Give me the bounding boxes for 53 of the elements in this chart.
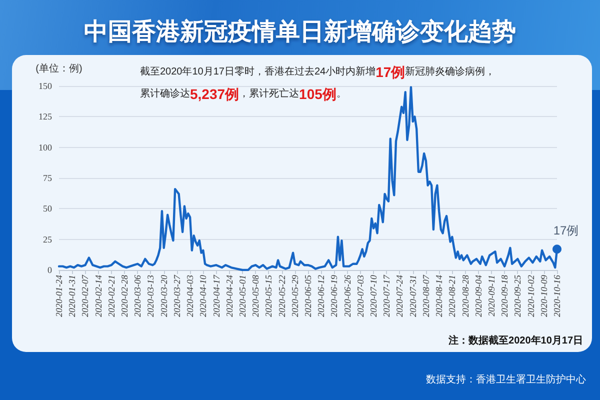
x-tick-label: 2020-02-14 [93,274,104,317]
x-tick-label: 2020-05-22 [276,274,287,317]
x-tick-label: 2020-01-31 [67,275,78,317]
x-tick-label: 2020-03-27 [172,274,182,317]
x-tick-label: 2020-01-24 [54,274,64,317]
text: 数据支持：香港卫生署卫生防护中心 [426,374,586,386]
x-tick-label: 2020-03-06 [132,274,143,317]
x-tick-label: 2020-08-14 [434,274,444,317]
x-tick-label: 2020-10-09 [538,274,549,317]
x-tick-label: 2020-03-13 [146,274,156,317]
y-tick-label: 50 [43,204,52,214]
x-tick-label: 2020-04-10 [198,274,208,317]
text: 注：数据截至2020年10月17日 [448,334,584,346]
x-tick-label: 2020-07-17 [382,274,392,317]
x-tick-label: 2020-09-25 [512,274,523,317]
x-tick-label: 2020-02-21 [106,275,116,317]
x-tick-label: 2020-06-12 [316,274,326,317]
x-tick-label: 2020-09-11 [486,275,496,316]
x-tick-label: 2020-04-24 [224,274,234,317]
y-axis-title: (单位：例) [36,62,82,74]
annotation: 累计确诊达5,237例，累计死亡达105例。 [140,86,346,102]
x-tick-label: 2020-02-07 [80,274,90,317]
x-tick-label: 2020-07-31 [408,275,418,317]
x-tick-label: 2020-04-17 [211,274,222,317]
x-tick-label: 2020-07-03 [355,274,366,317]
x-tick-label: 2020-05-01 [237,275,248,317]
text: 截至2020年10月17日零时，香港在过去24小时内新增17例新冠肺炎确诊病例， [140,64,496,80]
y-tick-label: 150 [38,81,52,91]
chart-title: 中国香港新冠疫情单日新增确诊变化趋势 [84,18,516,46]
x-tick-label: 2020-07-24 [394,274,405,317]
x-tick-label: 2020-07-10 [368,274,379,317]
y-tick-label: 25 [43,234,52,244]
y-tick-label: 100 [38,142,52,152]
y-tick-label: 75 [43,173,52,183]
annotation: 17例 [553,224,579,238]
y-tick-label: 0 [48,265,52,275]
x-tick-label: 2020-10-02 [526,274,536,317]
x-tick-label: 2020-02-28 [120,274,130,317]
x-tick-label: 2020-08-21 [447,275,458,317]
x-tick-label: 2020-05-15 [264,274,274,317]
x-tick-label: 2020-06-26 [342,274,352,317]
x-tick-label: 2020-08-28 [460,274,470,317]
x-tick-label: 2020-09-18 [500,274,510,317]
x-tick-label: 2020-03-20 [158,274,169,317]
x-tick-label: 2020-08-07 [420,274,431,317]
x-tick-label: 2020-06-05 [303,274,313,317]
x-tick-label: 2020-10-16 [552,274,562,317]
x-tick-label: 2020-05-08 [250,274,261,317]
y-tick-label: 125 [38,112,52,122]
x-tick-label: 2020-09-04 [473,274,484,317]
x-tick-label: 2020-05-29 [290,274,300,317]
x-tick-label: 2020-06-19 [329,274,340,317]
x-tick-label: 2020-04-03 [185,274,196,317]
